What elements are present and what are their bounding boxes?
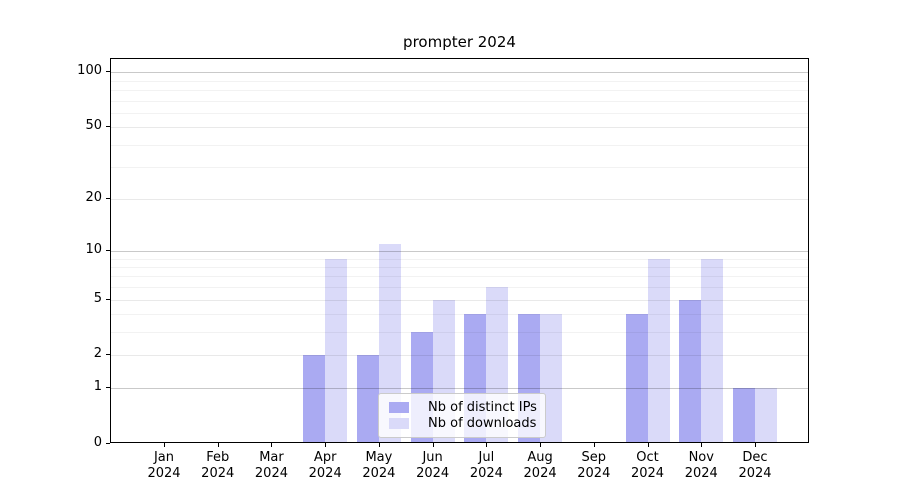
- x-tick-year: 2024: [684, 466, 718, 481]
- x-tick-month: Jul: [478, 450, 495, 465]
- x-tick-label-feb: Feb 2024: [190, 450, 246, 482]
- x-tick-label-apr: Apr 2024: [297, 450, 353, 482]
- bar-may-downloads: [378, 243, 401, 442]
- x-tick-year: 2024: [577, 466, 611, 481]
- bar-dec-downloads: [755, 388, 777, 442]
- decade-gridline: [111, 251, 808, 252]
- x-tick-label-may: May 2024: [351, 450, 407, 482]
- y-tick-label: 50: [85, 118, 102, 134]
- bar-may-distinct-ips: [356, 355, 379, 442]
- y-tick-label: 1: [93, 379, 102, 395]
- x-tick-label-oct: Oct 2024: [620, 450, 676, 482]
- x-tick-year: 2024: [738, 466, 772, 481]
- x-tick-label-dec: Dec 2024: [727, 450, 783, 482]
- bar-oct-distinct-ips: [625, 314, 648, 442]
- x-tick-month: Jun: [422, 450, 443, 465]
- legend-swatch-downloads: [389, 418, 409, 430]
- minor-gridline: [111, 145, 808, 146]
- legend: Nb of distinct IPs Nb of downloads: [378, 393, 546, 438]
- x-tick-year: 2024: [469, 466, 503, 481]
- x-tick-label-jul: Jul 2024: [458, 450, 514, 482]
- x-tick-mark: [594, 443, 595, 447]
- x-tick-mark: [379, 443, 380, 447]
- x-tick-month: Oct: [636, 450, 659, 465]
- minor-gridline: [111, 81, 808, 82]
- x-tick-mark: [755, 443, 756, 447]
- chart-title: prompter 2024: [403, 33, 516, 51]
- y-tick-mark: [106, 198, 110, 199]
- x-tick-mark: [433, 443, 434, 447]
- x-tick-mark: [164, 443, 165, 447]
- x-tick-month: Sep: [581, 450, 607, 465]
- x-tick-year: 2024: [254, 466, 288, 481]
- major-gridline: [111, 127, 808, 128]
- x-tick-year: 2024: [308, 466, 342, 481]
- plot-area: Nb of distinct IPs Nb of downloads: [110, 58, 809, 443]
- x-tick-mark: [271, 443, 272, 447]
- x-tick-year: 2024: [416, 466, 450, 481]
- y-tick-mark: [106, 71, 110, 72]
- legend-label-distinct-ips: Nb of distinct IPs: [428, 399, 537, 415]
- x-tick-mark: [325, 443, 326, 447]
- x-tick-year: 2024: [523, 466, 557, 481]
- x-tick-label-nov: Nov 2024: [673, 450, 729, 482]
- minor-gridline: [111, 90, 808, 91]
- x-tick-month: Feb: [206, 450, 230, 465]
- y-tick-mark: [106, 299, 110, 300]
- bar-apr-downloads: [325, 258, 348, 442]
- legend-swatch-distinct-ips: [389, 401, 409, 413]
- x-tick-mark: [701, 443, 702, 447]
- x-tick-label-sep: Sep 2024: [566, 450, 622, 482]
- major-gridline: [111, 199, 808, 200]
- bar-dec-distinct-ips: [733, 388, 755, 442]
- bar-apr-distinct-ips: [303, 355, 326, 442]
- x-tick-label-aug: Aug 2024: [512, 450, 568, 482]
- bar-nov-downloads: [701, 258, 724, 442]
- minor-gridline: [111, 167, 808, 168]
- x-tick-mark: [540, 443, 541, 447]
- legend-item-downloads: Nb of downloads: [389, 416, 537, 432]
- y-tick-mark: [106, 387, 110, 388]
- bar-nov-distinct-ips: [679, 299, 702, 442]
- y-tick-mark: [106, 443, 110, 444]
- x-tick-mark: [648, 443, 649, 447]
- x-tick-month: Aug: [527, 450, 553, 465]
- y-tick-label: 0: [93, 435, 102, 450]
- legend-item-distinct-ips: Nb of distinct IPs: [389, 399, 537, 415]
- y-tick-mark: [106, 126, 110, 127]
- y-tick-label: 20: [85, 189, 102, 205]
- x-tick-month: May: [365, 450, 393, 465]
- x-tick-year: 2024: [630, 466, 665, 481]
- x-tick-month: Jan: [153, 450, 175, 465]
- decade-gridline: [111, 72, 808, 73]
- y-tick-label: 5: [93, 290, 102, 306]
- legend-label-downloads: Nb of downloads: [428, 416, 537, 432]
- y-tick-mark: [106, 354, 110, 355]
- y-tick-label: 100: [77, 63, 102, 79]
- x-tick-month: Nov: [688, 450, 714, 465]
- x-tick-year: 2024: [201, 466, 235, 481]
- x-tick-label-jun: Jun 2024: [405, 450, 461, 482]
- x-tick-mark: [218, 443, 219, 447]
- x-tick-label-mar: Mar 2024: [243, 450, 299, 482]
- x-tick-year: 2024: [147, 466, 181, 481]
- y-tick-label: 10: [85, 241, 102, 257]
- x-tick-label-jan: Jan 2024: [136, 450, 192, 482]
- minor-gridline: [111, 113, 808, 114]
- bar-oct-downloads: [647, 258, 670, 442]
- x-tick-month: Mar: [259, 450, 284, 465]
- x-tick-month: Apr: [313, 450, 337, 465]
- minor-gridline: [111, 101, 808, 102]
- x-tick-year: 2024: [362, 466, 396, 481]
- x-tick-month: Dec: [742, 450, 768, 465]
- x-tick-mark: [486, 443, 487, 447]
- y-tick-mark: [106, 250, 110, 251]
- y-tick-label: 2: [93, 346, 102, 362]
